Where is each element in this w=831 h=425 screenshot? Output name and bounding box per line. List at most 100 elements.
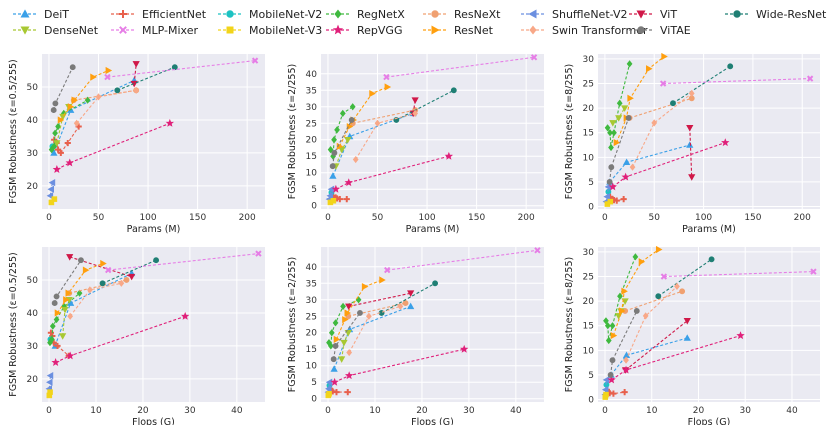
series-vitae (606, 115, 632, 185)
legend-label: EfficientNet (142, 7, 207, 21)
series-line (629, 97, 692, 119)
series-resnet (610, 245, 663, 340)
x-axis-label: Flops (G) (688, 417, 731, 425)
data-point (330, 365, 338, 372)
data-point (47, 389, 53, 395)
series-line (387, 249, 538, 271)
legend-item-deit: DeiT (12, 7, 69, 21)
data-point (411, 97, 419, 104)
data-point (655, 245, 663, 254)
vitae-legend-swatch (629, 26, 653, 34)
legend-item-efficientnet: EfficientNet (110, 7, 206, 21)
wide-resnet-legend-swatch (725, 10, 749, 18)
series-mlp-mixer (660, 268, 817, 280)
data-point (54, 146, 62, 153)
data-point (255, 250, 262, 257)
data-point (606, 179, 613, 185)
data-point (153, 257, 160, 264)
data-point (407, 302, 415, 310)
data-point (50, 107, 57, 113)
data-point (683, 318, 691, 325)
series-mlp-mixer (104, 57, 259, 81)
series-wide-resnet (114, 64, 178, 94)
data-point (47, 329, 55, 336)
data-point (53, 315, 60, 324)
chart-panel-6: 0 10 20 30 40 0 5 10 15 20 25 30 Flops (G) FGSM Robus… (564, 245, 820, 425)
y-tick-label: 40 (27, 309, 39, 319)
series-vit (345, 290, 415, 311)
series-line (624, 290, 683, 312)
series-resnext (622, 288, 686, 314)
plot-background (321, 247, 544, 402)
data-point (607, 129, 613, 137)
series-wide-resnet (655, 256, 715, 300)
chart-panel-1: 0 50 100 150 200 20 30 40 50 Params (M) FGSM Robus… (8, 54, 265, 235)
y-tick-label: 25 (583, 80, 594, 90)
efficientnet-legend-swatch (111, 10, 135, 18)
data-point (670, 100, 676, 107)
resnext-legend-swatch (423, 10, 447, 18)
y-tick-label: 25 (583, 273, 594, 283)
data-point (621, 389, 628, 396)
x-tick-label: 30 (463, 406, 475, 416)
data-point (646, 65, 653, 73)
x-axis-label: Flops (G) (132, 417, 175, 425)
data-point (82, 266, 90, 274)
series-swin-transformer (629, 89, 695, 171)
data-point (326, 192, 333, 200)
series-regnetx (604, 60, 633, 152)
series-line (133, 63, 137, 84)
data-point (603, 317, 609, 325)
x-tick-label: 0 (602, 213, 608, 223)
data-point (66, 254, 74, 261)
x-tick-label: 30 (739, 406, 751, 416)
data-point (344, 309, 352, 317)
x-tick-label: 50 (649, 213, 661, 223)
legend-label: ViTAE (660, 23, 691, 37)
data-point (623, 158, 631, 166)
x-tick-label: 100 (139, 213, 156, 223)
data-point (330, 377, 339, 386)
data-point (332, 319, 339, 327)
data-point (51, 358, 60, 366)
data-point (806, 75, 814, 82)
data-point (609, 322, 616, 330)
deit-legend-swatch (13, 9, 37, 18)
data-point (352, 155, 359, 164)
data-point (336, 196, 343, 203)
data-point (128, 273, 136, 281)
series-mlp-mixer (659, 75, 814, 87)
y-tick-label: 35 (306, 279, 317, 289)
data-point (345, 371, 354, 380)
series-vitae (329, 117, 355, 170)
series-mlp-mixer (383, 54, 538, 81)
data-point (344, 178, 353, 187)
data-point (674, 282, 680, 290)
data-point (686, 125, 694, 132)
data-point (623, 356, 629, 364)
x-tick-label: 50 (93, 213, 105, 223)
data-point (57, 149, 64, 157)
data-point (610, 390, 617, 397)
legend-item-mlp-mixer: MLP-Mixer (110, 23, 198, 37)
data-point (181, 311, 190, 320)
data-point (63, 296, 70, 304)
x-tick-label: 20 (693, 406, 705, 416)
y-axis-label: FGSM Robustness (ε=0.5/255) (8, 59, 19, 204)
y-tick-label: 50 (27, 276, 39, 286)
x-tick-label: 150 (468, 213, 485, 223)
series-line (117, 66, 176, 91)
data-point (251, 57, 259, 64)
data-point (383, 73, 390, 81)
x-tick-label: 20 (416, 406, 428, 416)
data-point (601, 386, 609, 394)
y-tick-label: 20 (27, 375, 39, 385)
data-point (534, 247, 541, 254)
legend-label: RepVGG (357, 23, 403, 37)
data-point (331, 184, 341, 193)
data-point (619, 307, 626, 315)
data-point (67, 312, 74, 320)
legend-item-mobilenet-v2: MobileNet-V2 (217, 7, 322, 21)
data-point (621, 287, 628, 295)
x-tick-label: 20 (137, 406, 149, 416)
